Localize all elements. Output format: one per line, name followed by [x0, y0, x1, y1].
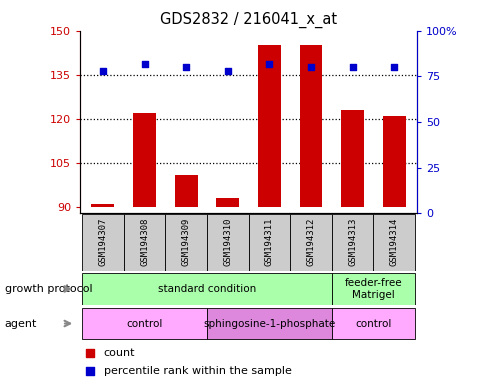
Text: percentile rank within the sample: percentile rank within the sample: [104, 366, 291, 376]
Bar: [174, 175, 197, 207]
Text: feeder-free
Matrigel: feeder-free Matrigel: [344, 278, 401, 300]
Text: GSM194311: GSM194311: [264, 218, 273, 266]
Text: growth protocol: growth protocol: [5, 284, 92, 294]
FancyBboxPatch shape: [331, 214, 373, 271]
FancyBboxPatch shape: [165, 214, 207, 271]
Point: [99, 68, 106, 74]
Text: GSM194314: GSM194314: [389, 218, 398, 266]
Text: sphingosine-1-phosphate: sphingosine-1-phosphate: [203, 318, 335, 329]
FancyBboxPatch shape: [331, 308, 414, 339]
Bar: [340, 110, 363, 207]
FancyBboxPatch shape: [82, 273, 331, 305]
Bar: [216, 199, 239, 207]
Title: GDS2832 / 216041_x_at: GDS2832 / 216041_x_at: [160, 12, 336, 28]
Text: standard condition: standard condition: [157, 284, 256, 294]
Point: [265, 61, 272, 67]
Text: GSM194308: GSM194308: [140, 218, 149, 266]
Point: [86, 349, 94, 356]
Text: GSM194312: GSM194312: [306, 218, 315, 266]
Point: [86, 367, 94, 374]
Point: [348, 64, 356, 70]
Text: GSM194310: GSM194310: [223, 218, 232, 266]
Text: GSM194307: GSM194307: [98, 218, 107, 266]
Bar: [382, 116, 405, 207]
Text: count: count: [104, 348, 135, 358]
FancyBboxPatch shape: [82, 214, 123, 271]
Bar: [91, 204, 114, 207]
Bar: [133, 113, 156, 207]
FancyBboxPatch shape: [123, 214, 165, 271]
Bar: [257, 45, 280, 207]
FancyBboxPatch shape: [248, 214, 289, 271]
FancyBboxPatch shape: [331, 273, 414, 305]
FancyBboxPatch shape: [289, 214, 331, 271]
Point: [390, 64, 397, 70]
Text: GSM194309: GSM194309: [182, 218, 190, 266]
Text: control: control: [126, 318, 162, 329]
Point: [306, 64, 314, 70]
FancyBboxPatch shape: [373, 214, 414, 271]
Bar: [299, 45, 322, 207]
Point: [140, 61, 148, 67]
FancyBboxPatch shape: [207, 214, 248, 271]
Text: GSM194313: GSM194313: [348, 218, 356, 266]
Point: [224, 68, 231, 74]
FancyBboxPatch shape: [207, 308, 331, 339]
Text: agent: agent: [5, 318, 37, 329]
FancyBboxPatch shape: [82, 308, 207, 339]
Text: control: control: [354, 318, 391, 329]
Point: [182, 64, 190, 70]
